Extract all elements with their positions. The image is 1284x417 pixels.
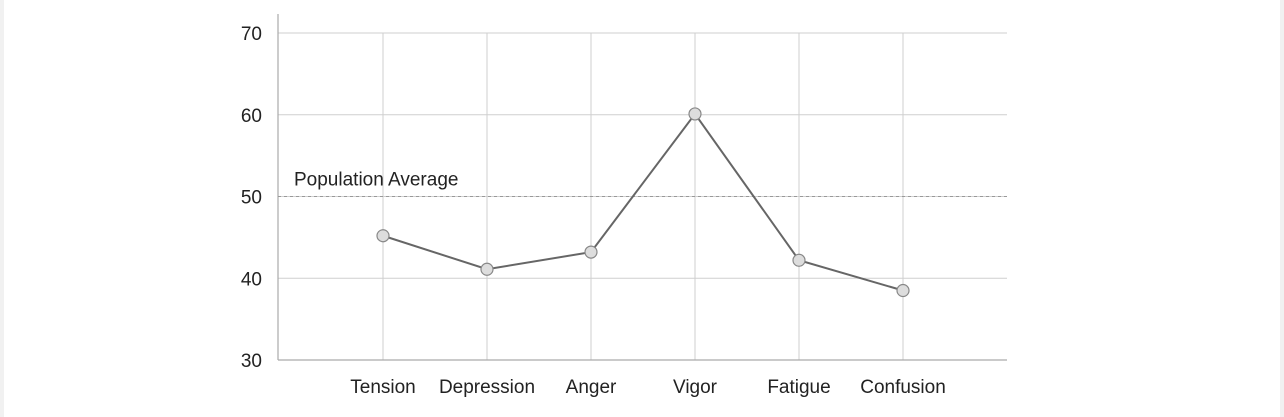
series-group	[376, 107, 910, 298]
y-tick-40: 40	[241, 269, 262, 290]
axes	[277, 14, 1007, 361]
y-tick-30: 30	[241, 351, 262, 372]
x-tick-anger: Anger	[566, 377, 617, 398]
horizontal-gridlines	[278, 32, 1007, 279]
point-vigor	[688, 107, 702, 121]
x-tick-vigor: Vigor	[673, 377, 718, 398]
point-tension	[376, 229, 390, 243]
population-average-reference: Population Average	[278, 170, 1007, 197]
reference-label: Population Average	[294, 170, 458, 191]
x-tick-labels: Tension Depression Anger Vigor Fatigue Confus…	[350, 377, 946, 398]
y-tick-labels: 30 40 50 60 70	[241, 24, 262, 372]
series-line-0	[382, 112, 904, 292]
y-tick-70: 70	[241, 24, 262, 45]
point-depression	[480, 262, 494, 276]
point-anger	[584, 245, 598, 259]
point-fatigue	[792, 253, 806, 267]
x-tick-confusion: Confusion	[860, 377, 946, 398]
x-tick-tension: Tension	[350, 377, 416, 398]
point-confusion	[896, 283, 910, 298]
y-tick-50: 50	[241, 188, 262, 209]
x-tick-fatigue: Fatigue	[767, 377, 830, 398]
y-tick-60: 60	[241, 106, 262, 127]
x-tick-depression: Depression	[439, 377, 535, 398]
